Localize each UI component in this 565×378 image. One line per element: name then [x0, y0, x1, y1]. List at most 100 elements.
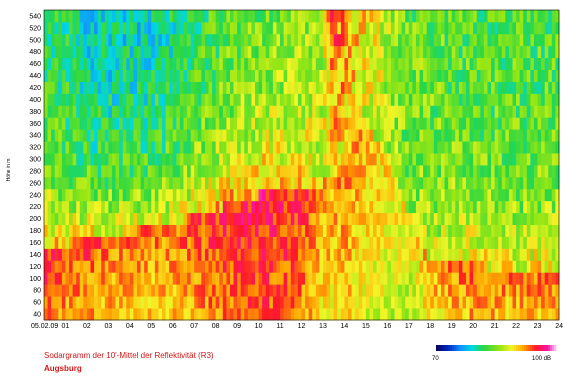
heatmap-cell — [72, 212, 77, 226]
heatmap-cell — [476, 93, 481, 106]
heatmap-cell — [451, 272, 456, 285]
heatmap-cell — [237, 117, 242, 130]
heatmap-cell — [294, 236, 299, 249]
heatmap-cell — [437, 153, 442, 166]
heatmap-cell — [51, 129, 56, 142]
heatmap-cell — [208, 272, 213, 285]
heatmap-cell — [197, 21, 202, 35]
heatmap-cell — [169, 176, 174, 190]
heatmap-cell — [251, 188, 256, 202]
heatmap-cell — [544, 57, 549, 71]
heatmap-cell — [111, 200, 116, 214]
heatmap-cell — [280, 260, 285, 273]
heatmap-cell — [101, 21, 106, 35]
heatmap-cell — [179, 248, 184, 261]
heatmap-cell — [469, 21, 474, 35]
heatmap-cell — [516, 260, 521, 273]
heatmap-cell — [165, 153, 170, 166]
heatmap-cell — [512, 57, 517, 71]
heatmap-cell — [355, 105, 360, 118]
heatmap-cell — [433, 117, 438, 130]
heatmap-cell — [294, 200, 299, 214]
heatmap-cell — [365, 141, 370, 154]
heatmap-cell — [423, 81, 428, 94]
heatmap-cell — [551, 308, 556, 321]
heatmap-cell — [383, 272, 388, 285]
heatmap-cell — [126, 141, 131, 154]
heatmap-cell — [401, 248, 406, 261]
heatmap-cell — [401, 188, 406, 202]
colorbar-swatch — [496, 345, 499, 351]
heatmap-cell — [351, 224, 356, 237]
heatmap-cell — [219, 21, 224, 35]
heatmap-cell — [136, 117, 141, 130]
heatmap-cell — [194, 129, 199, 142]
heatmap-cell — [269, 212, 274, 226]
colorbar-swatch — [470, 345, 473, 351]
heatmap-cell — [347, 93, 352, 106]
colorbar-min-label: 70 — [432, 356, 439, 362]
heatmap-cell — [305, 81, 310, 94]
heatmap-cell — [444, 10, 449, 23]
heatmap-cell — [258, 69, 263, 82]
heatmap-cell — [194, 153, 199, 166]
heatmap-cell — [190, 200, 195, 214]
heatmap-cell — [219, 105, 224, 118]
heatmap-cell — [119, 57, 124, 71]
heatmap-cell — [54, 57, 59, 71]
colorbar-swatch — [472, 345, 475, 351]
heatmap-cell — [537, 129, 542, 142]
heatmap-cell — [119, 212, 124, 226]
heatmap-cell — [322, 188, 327, 202]
heatmap-cell — [347, 200, 352, 214]
heatmap-cell — [344, 212, 349, 226]
heatmap-cell — [237, 308, 242, 321]
heatmap-cell — [115, 117, 120, 130]
heatmap-cell — [169, 10, 174, 23]
heatmap-cell — [140, 141, 145, 154]
heatmap-cell — [519, 129, 524, 142]
heatmap-cell — [487, 200, 492, 214]
heatmap-cell — [136, 57, 141, 71]
heatmap-cell — [115, 81, 120, 94]
heatmap-cell — [79, 141, 84, 154]
heatmap-cell — [233, 165, 238, 178]
heatmap-cell — [222, 45, 227, 59]
heatmap-cell — [476, 21, 481, 35]
colorbar-swatch — [462, 345, 465, 351]
heatmap-cell — [258, 296, 263, 309]
heatmap-cell — [555, 57, 560, 71]
heatmap-cell — [387, 224, 392, 237]
heatmap-cell — [262, 141, 267, 154]
heatmap-cell — [394, 141, 399, 154]
heatmap-cell — [204, 176, 209, 190]
heatmap-cell — [433, 141, 438, 154]
heatmap-cell — [61, 248, 66, 261]
heatmap-cell — [69, 236, 74, 249]
heatmap-cell — [480, 45, 485, 59]
heatmap-cell — [473, 308, 478, 321]
heatmap-cell — [365, 117, 370, 130]
heatmap-cell — [190, 188, 195, 202]
heatmap-cell — [272, 81, 277, 94]
heatmap-cell — [340, 21, 345, 35]
heatmap-cell — [136, 176, 141, 190]
heatmap-cell — [498, 212, 503, 226]
heatmap-cell — [122, 248, 127, 261]
heatmap-cell — [283, 212, 288, 226]
heatmap-cell — [58, 200, 63, 214]
heatmap-cell — [487, 33, 492, 47]
heatmap-cell — [255, 81, 259, 94]
heatmap-cell — [305, 296, 310, 309]
heatmap-cell — [401, 308, 406, 321]
heatmap-cell — [90, 165, 95, 178]
heatmap-cell — [469, 81, 474, 94]
heatmap-cell — [129, 224, 134, 237]
heatmap-cell — [158, 248, 163, 261]
heatmap-cell — [58, 296, 63, 309]
heatmap-cell — [136, 69, 141, 82]
heatmap-cell — [244, 284, 249, 297]
heatmap-cell — [83, 224, 88, 237]
heatmap-cell — [458, 45, 463, 59]
heatmap-cell — [276, 33, 281, 47]
